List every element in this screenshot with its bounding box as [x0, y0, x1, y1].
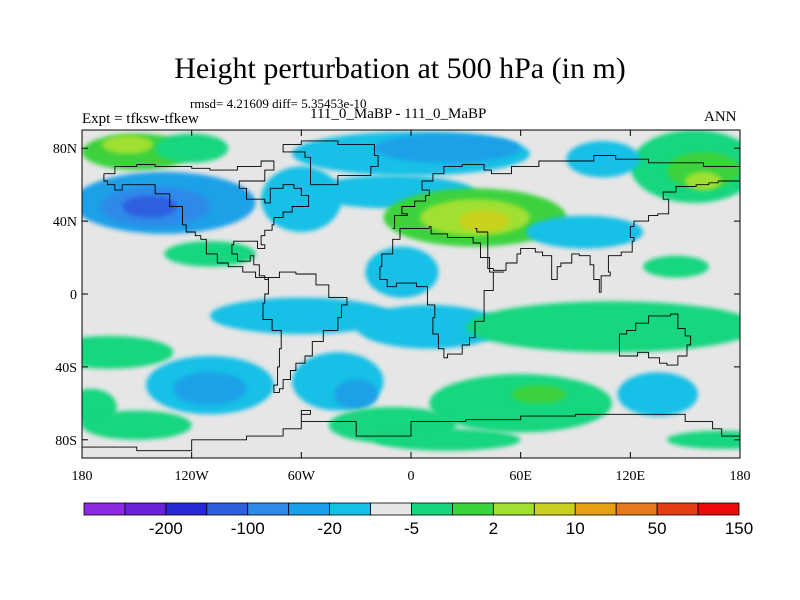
x-tick-label: 60W [288, 469, 316, 484]
colorbar-swatch [206, 502, 249, 516]
y-tick-label: 40N [53, 215, 77, 230]
colorbar-label: 150 [725, 519, 753, 538]
colorbar-swatch [124, 502, 167, 516]
coastlines [82, 140, 740, 452]
colorbar-swatch [697, 502, 740, 516]
field-blob-19 [643, 255, 709, 278]
field-blob-20 [365, 246, 439, 298]
colorbar-swatch [656, 502, 699, 516]
field-blob-1 [102, 135, 154, 154]
field-blob-5 [122, 195, 178, 218]
y-tick-label: 80S [55, 434, 77, 449]
field-blob-16 [685, 171, 722, 191]
field-blob-22 [356, 304, 503, 349]
field-blob-13 [458, 210, 510, 233]
coastline-5 [475, 175, 740, 293]
season-label: ANN [704, 109, 737, 125]
field-blob-9 [374, 133, 521, 163]
colorbar-label: 10 [566, 519, 585, 538]
colorbar-label: 50 [648, 519, 667, 538]
plot-title: Height perturbation at 500 hPa (in m) [174, 52, 626, 85]
field-blob-24 [82, 335, 174, 369]
field-blob-31 [429, 374, 613, 433]
field-blob-18 [526, 215, 644, 249]
colorbar-swatch [492, 502, 535, 516]
colorbar-swatch [247, 502, 290, 516]
axis-ticks: 180 120W 60W 0 60E 120E 180 80N 40N 0 40S 80S [53, 130, 751, 484]
x-tick-label: 0 [408, 469, 415, 484]
colorbar-label: -200 [149, 519, 183, 538]
coastline-2 [282, 140, 379, 186]
center-label: 111_0_MaBP - 111_0_MaBP [310, 106, 487, 122]
colorbar-label: 2 [489, 519, 498, 538]
field-blob-21 [209, 297, 393, 335]
colorbar-swatch [329, 502, 371, 516]
colorbar-swatch [370, 502, 412, 516]
x-tick-label: 180 [730, 469, 751, 484]
y-tick-label: 0 [70, 288, 77, 303]
x-tick-label: 60E [509, 469, 532, 484]
field-blob-15 [666, 151, 740, 189]
x-tick-label: 180 [72, 469, 93, 484]
experiment-label: Expt = tfksw-tfkew [82, 111, 199, 127]
colorbar-label: -100 [231, 519, 265, 538]
field-blob-33 [617, 372, 698, 417]
colorbar-swatch [615, 502, 658, 516]
colorbar-swatch [411, 502, 453, 516]
coastline-7 [82, 410, 740, 452]
colorbar-swatch [165, 502, 208, 516]
field-blob-2 [155, 133, 229, 163]
coastline-4 [392, 155, 740, 229]
field-blob-28 [82, 410, 192, 440]
colorbar-label: -5 [404, 519, 419, 538]
field-blob-26 [173, 372, 247, 406]
colorbar-label: -20 [317, 519, 342, 538]
coastline-0 [103, 160, 310, 280]
field-blob-17 [566, 140, 640, 178]
field-blob-7 [261, 166, 342, 233]
field-blob-23 [465, 301, 740, 353]
stats-line: rmsd= 4.21609 diff= 5.35453e-10 [190, 96, 367, 111]
colorbar-swatch [288, 502, 331, 516]
colorbar-swatch [83, 502, 126, 516]
field-blob-36 [374, 428, 521, 451]
field-blob-32 [511, 385, 567, 404]
colorbar-swatch [574, 502, 617, 516]
y-tick-label: 80N [53, 142, 77, 157]
y-tick-label: 40S [55, 361, 77, 376]
coastline-1 [262, 271, 348, 393]
coastline-3 [379, 226, 505, 359]
colorbar-swatch [533, 502, 576, 516]
x-tick-label: 120W [175, 469, 210, 484]
colorbar: -200 -100 -20 -5 2 10 50 150 [83, 502, 753, 538]
x-tick-label: 120E [616, 469, 646, 484]
coastline-6 [618, 313, 692, 366]
colorbar-swatch [452, 502, 494, 516]
field-blob-30 [334, 379, 379, 409]
